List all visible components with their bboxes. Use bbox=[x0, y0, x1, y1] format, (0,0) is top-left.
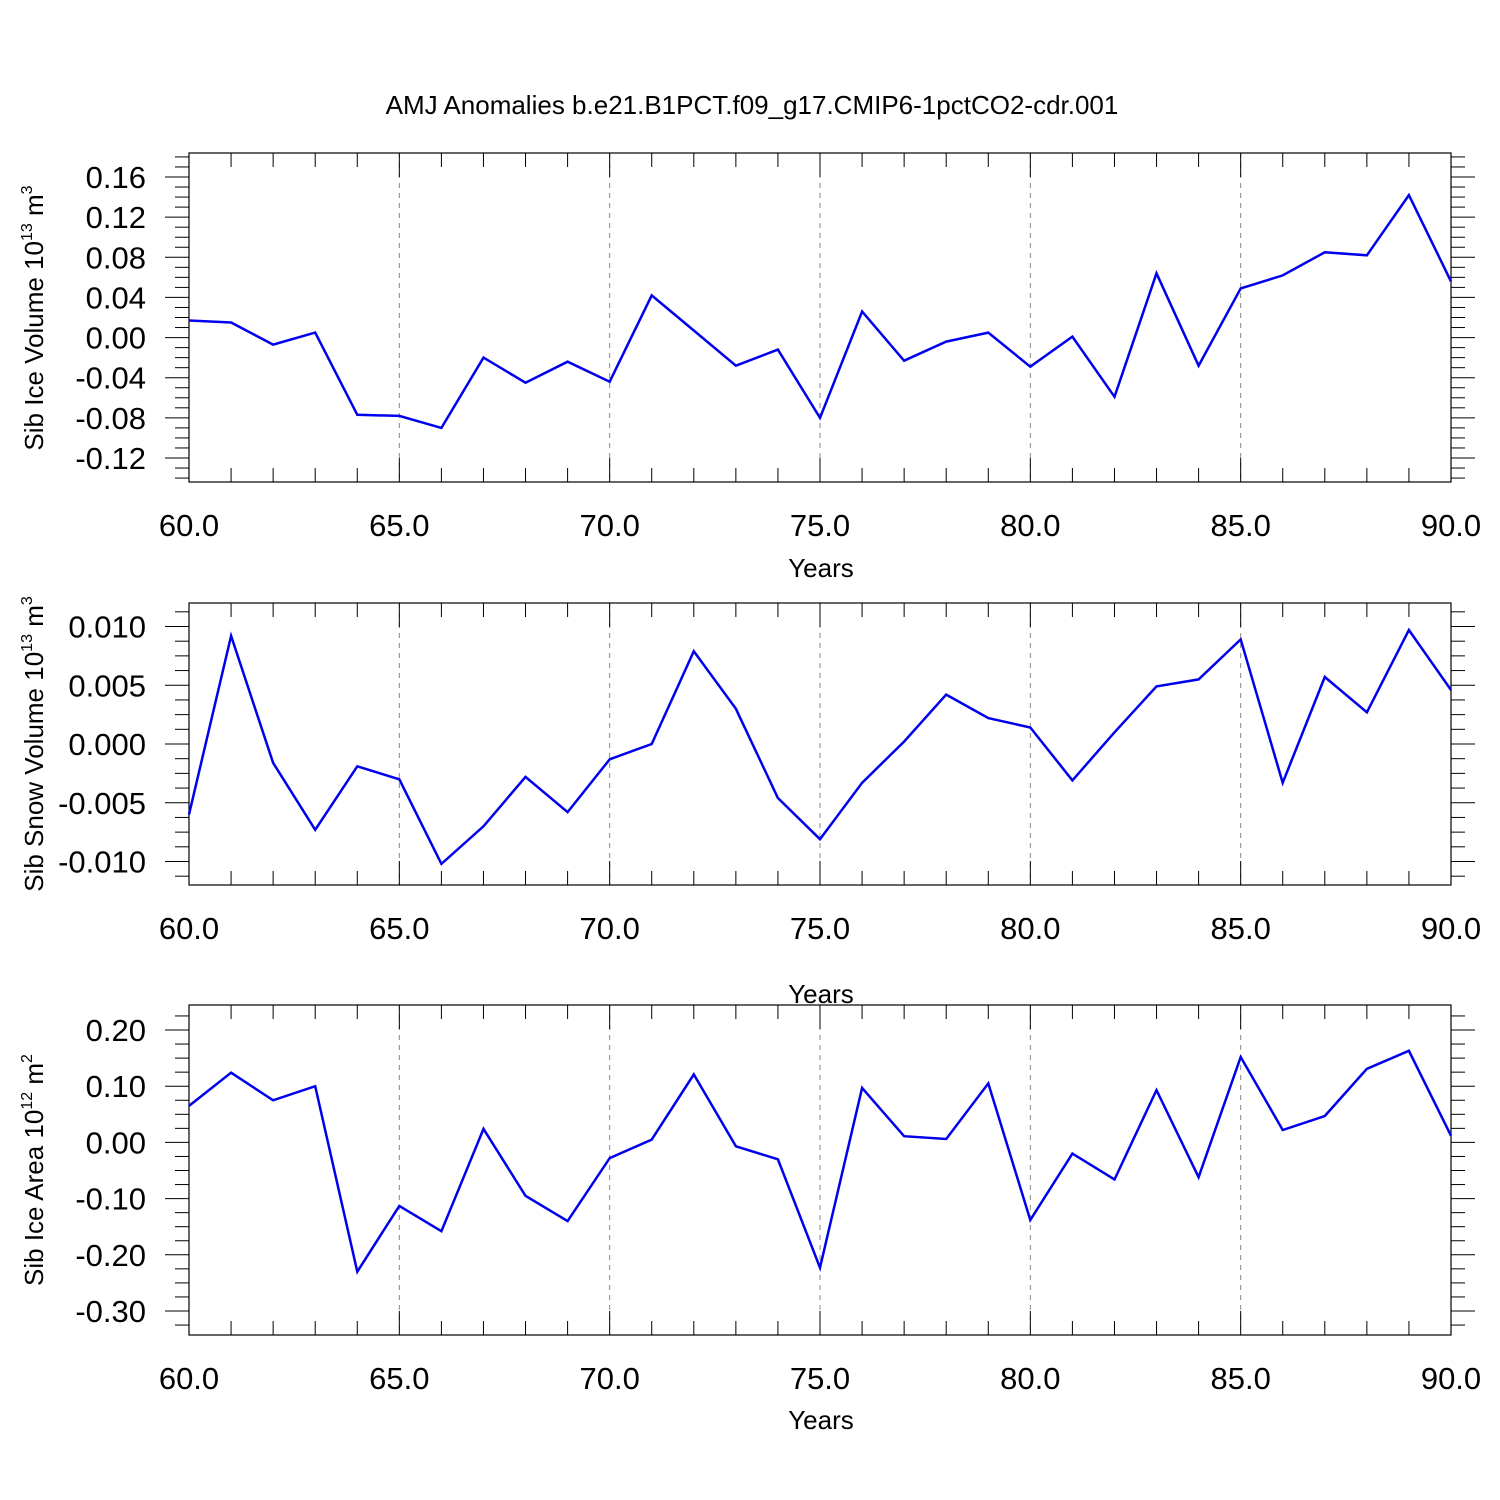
panel-snow-volume: Sib Snow Volume 1013 m3 Years -0.010 -0.0… bbox=[19, 596, 1481, 1009]
ylabel-text: Sib Snow Volume 10 bbox=[19, 652, 49, 892]
y-tick-label: -0.005 bbox=[58, 786, 146, 821]
x-tick-label: 70.0 bbox=[579, 1361, 639, 1396]
ylabel-exponent: 12 bbox=[19, 1092, 36, 1110]
y-axis-label: Sib Snow Volume 1013 m3 bbox=[19, 596, 49, 892]
x-tick-label: 65.0 bbox=[369, 1361, 429, 1396]
x-axis-label: Years bbox=[788, 979, 854, 1009]
x-axis-label: Years bbox=[788, 553, 854, 583]
y-tick-label: 0.00 bbox=[86, 321, 146, 356]
ylabel-unit-exponent: 3 bbox=[19, 596, 36, 605]
y-tick-label: 0.16 bbox=[86, 160, 146, 195]
panel-ice-volume: Sib Ice Volume 1013 m3 Years -0.12 -0.08 -… bbox=[19, 152, 1481, 583]
x-tick-label: 70.0 bbox=[579, 508, 639, 543]
x-axis-label: Years bbox=[788, 1405, 854, 1435]
x-tick-label: 85.0 bbox=[1210, 1361, 1270, 1396]
y-tick-label: 0.10 bbox=[86, 1069, 146, 1104]
x-tick-label: 80.0 bbox=[1000, 508, 1060, 543]
y-tick-label: -0.010 bbox=[58, 845, 146, 880]
y-tick-label: 0.20 bbox=[86, 1013, 146, 1048]
series-line bbox=[187, 627, 1453, 866]
ylabel-unit-exponent: 3 bbox=[19, 185, 36, 194]
y-tick-label: -0.04 bbox=[75, 361, 146, 396]
ylabel-unit: m bbox=[19, 605, 49, 634]
y-tick-label: -0.20 bbox=[75, 1238, 146, 1273]
ylabel-text: Sib Ice Volume 10 bbox=[19, 241, 49, 451]
chart-title: AMJ Anomalies b.e21.B1PCT.f09_g17.CMIP6-… bbox=[386, 90, 1119, 120]
x-tick-label: 75.0 bbox=[790, 508, 850, 543]
plot-frame bbox=[188, 1004, 1452, 1336]
x-tick-label: 65.0 bbox=[369, 911, 429, 946]
y-tick-label: 0.005 bbox=[68, 668, 146, 703]
y-tick-label: 0.000 bbox=[68, 727, 146, 762]
x-tick-label: 60.0 bbox=[159, 1361, 219, 1396]
ylabel-exponent: 13 bbox=[19, 223, 36, 241]
x-tick-label: 75.0 bbox=[790, 911, 850, 946]
y-tick-label: 0.12 bbox=[86, 200, 146, 235]
x-tick-label: 80.0 bbox=[1000, 1361, 1060, 1396]
x-tick-label: 60.0 bbox=[159, 911, 219, 946]
ylabel-unit-exponent: 2 bbox=[19, 1054, 36, 1063]
y-tick-label: -0.08 bbox=[75, 401, 146, 436]
ylabel-unit: m bbox=[19, 194, 49, 223]
series-line bbox=[188, 192, 1453, 430]
plot-frame bbox=[188, 152, 1452, 483]
y-tick-label: 0.010 bbox=[68, 610, 146, 645]
x-tick-label: 60.0 bbox=[159, 508, 219, 543]
y-axis-label: Sib Ice Volume 1013 m3 bbox=[19, 185, 49, 450]
y-tick-label: 0.08 bbox=[86, 240, 146, 275]
ylabel-unit: m bbox=[19, 1063, 49, 1092]
x-tick-label: 70.0 bbox=[579, 911, 639, 946]
x-tick-label: 80.0 bbox=[1000, 911, 1060, 946]
plot-frame bbox=[188, 602, 1452, 886]
x-tick-label: 90.0 bbox=[1421, 508, 1481, 543]
x-tick-label: 85.0 bbox=[1210, 911, 1270, 946]
y-axis-label: Sib Ice Area 1012 m2 bbox=[19, 1054, 49, 1286]
y-tick-label: -0.12 bbox=[75, 441, 146, 476]
x-tick-label: 75.0 bbox=[790, 1361, 850, 1396]
y-tick-label: -0.10 bbox=[75, 1182, 146, 1217]
ylabel-exponent: 13 bbox=[19, 634, 36, 652]
y-tick-label: 0.04 bbox=[86, 280, 146, 315]
y-tick-label: 0.00 bbox=[86, 1125, 146, 1160]
x-tick-label: 90.0 bbox=[1421, 911, 1481, 946]
ylabel-text: Sib Ice Area 10 bbox=[19, 1110, 49, 1286]
x-tick-label: 65.0 bbox=[369, 508, 429, 543]
x-tick-label: 90.0 bbox=[1421, 1361, 1481, 1396]
panel-ice-area: Sib Ice Area 1012 m2 Years -0.30 -0.20 -0.… bbox=[19, 1004, 1481, 1435]
x-tick-label: 85.0 bbox=[1210, 508, 1270, 543]
series-line bbox=[188, 1049, 1453, 1275]
y-tick-label: -0.30 bbox=[75, 1294, 146, 1329]
